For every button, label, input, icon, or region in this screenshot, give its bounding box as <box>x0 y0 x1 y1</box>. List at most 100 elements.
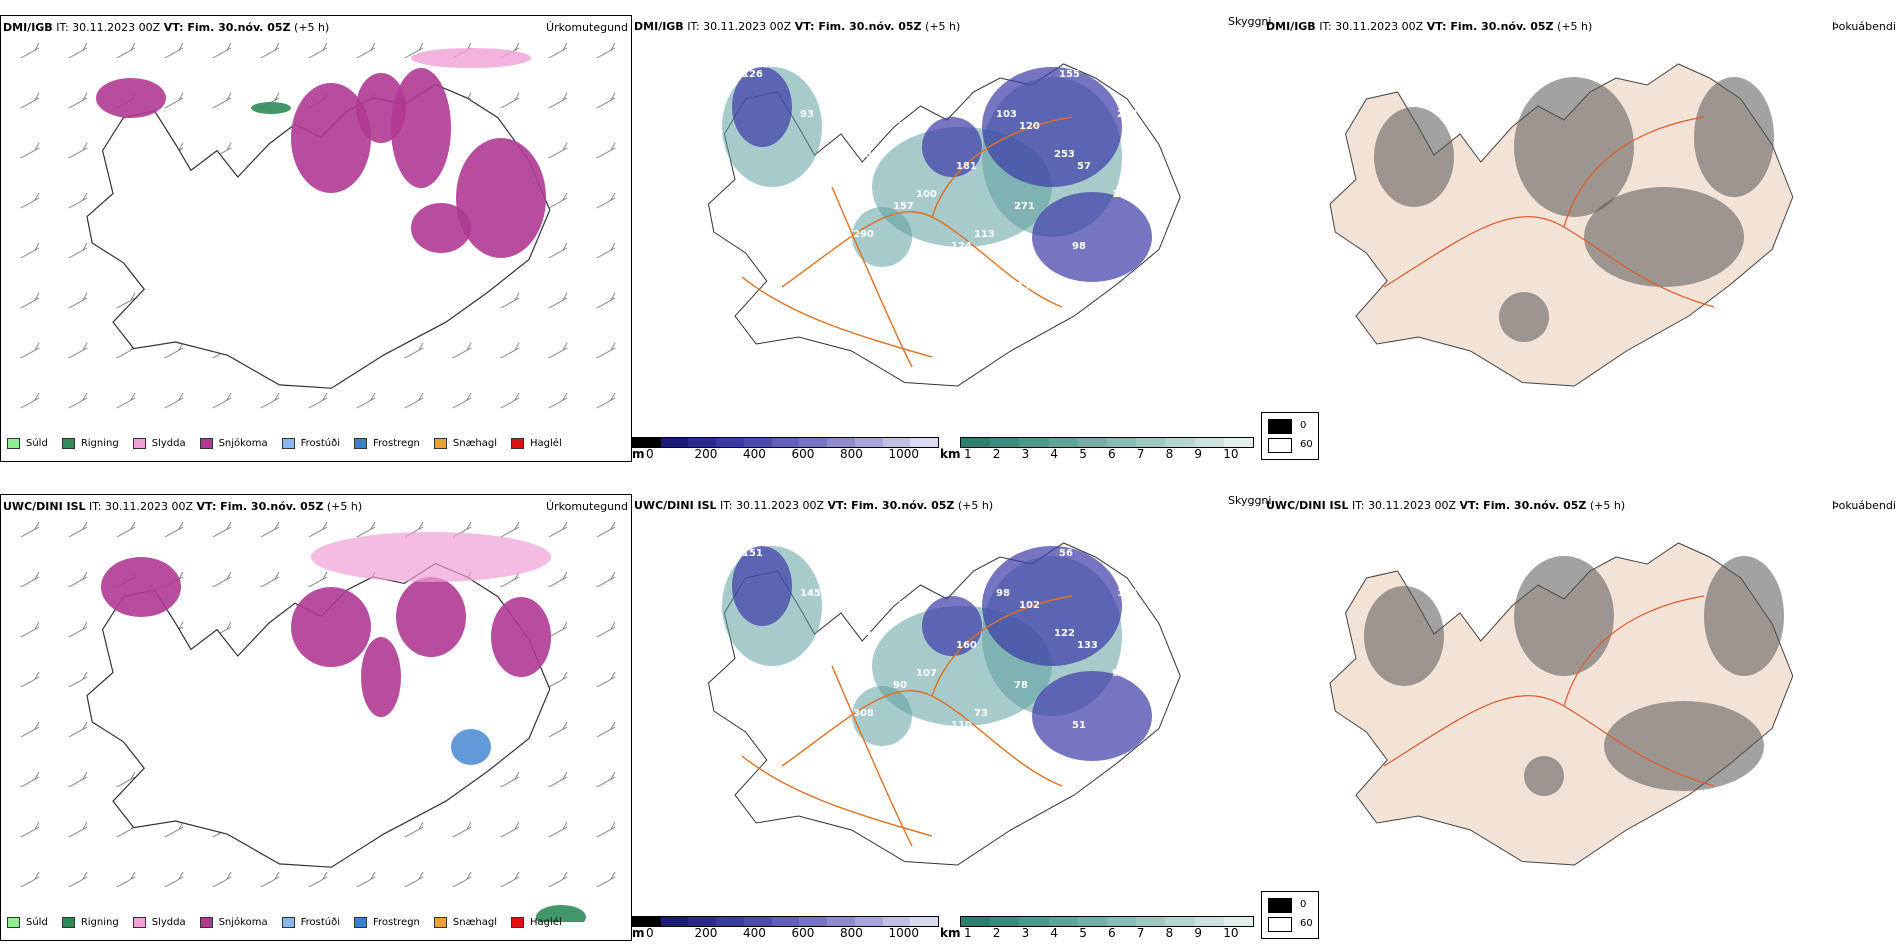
wind-barb <box>452 392 472 409</box>
wind-barb <box>68 42 88 59</box>
cloud-base-label: 271 <box>1014 201 1035 212</box>
wind-barb <box>68 871 88 888</box>
wind-barb <box>20 42 40 59</box>
wind-barb <box>596 342 616 359</box>
legend-item: Slydda <box>132 917 186 928</box>
legend-label: Slydda <box>151 438 186 449</box>
colorbar-segment <box>743 917 772 926</box>
legend-swatch <box>61 917 75 928</box>
row2-cloudbase-ticks: 0 200 400 600 800 1000 <box>632 926 937 940</box>
wind-barb <box>308 392 328 409</box>
wind-barb <box>164 42 184 59</box>
cloud-base-label: 108 <box>840 81 861 92</box>
colorbar-tick-label: 800 <box>840 447 863 461</box>
colorbar-tick-label: 5 <box>1079 926 1087 940</box>
row1-vis-model: DMI/IGB <box>634 20 684 33</box>
colorbar-segment <box>716 438 744 447</box>
row2-fog-lead: (+5 h) <box>1589 499 1626 512</box>
cloud-base-label: 130 <box>755 720 776 731</box>
low-cloud-area <box>922 596 982 656</box>
cloud-base-label: 171 <box>848 309 869 320</box>
colorbar-segment <box>771 438 800 447</box>
wind-barb <box>164 521 184 538</box>
fog-area <box>1374 107 1454 207</box>
legend-item: Rigning <box>61 917 119 928</box>
cloud-base-label: 157 <box>893 201 914 212</box>
wind-barb <box>548 42 568 59</box>
colorbar-segment <box>1223 917 1254 926</box>
colorbar-tick-label: 1000 <box>888 926 920 940</box>
low-cloud-area <box>1032 192 1152 282</box>
row2-precip-legend: Súld Rigning Slydda Snjókoma Frostúði Frostre… <box>7 917 576 928</box>
wind-barb <box>596 392 616 409</box>
legend-label: Súld <box>26 438 48 449</box>
cloud-base-label: 100 <box>916 189 937 200</box>
cloud-base-label: 69 <box>961 560 975 571</box>
wind-barb <box>500 771 520 788</box>
cloud-base-label: 102 <box>1019 600 1040 611</box>
colorbar-tick-label: 200 <box>694 926 718 940</box>
row2-fog-it-value: 30.11.2023 00Z <box>1368 499 1457 512</box>
row2-cloudbase-unit: m <box>632 926 645 940</box>
row2-vis-header: UWC/DINI ISL IT: 30.11.2023 00Z VT: Fim.… <box>634 499 993 512</box>
colorbar-segment <box>799 917 828 926</box>
row2-fog-vt: VT: Fim. 30.nóv. 05Z <box>1459 499 1587 512</box>
colorbar-tick-label: 9 <box>1194 926 1203 940</box>
wind-barb <box>596 721 616 738</box>
fog-legend-label: 0 <box>1300 420 1307 431</box>
row2-it-value: 30.11.2023 00Z <box>105 500 194 513</box>
legend-swatch <box>61 438 75 449</box>
legend-item: Snæhagl <box>433 917 497 928</box>
legend-label: Rigning <box>80 917 119 928</box>
wind-barb <box>116 292 136 309</box>
wind-barb <box>68 621 88 638</box>
wind-barb <box>500 292 520 309</box>
cloud-base-label: 308 <box>853 708 874 719</box>
cloud-base-label: 290 <box>853 229 874 240</box>
wind-barb <box>500 871 520 888</box>
legend-item: Haglél <box>511 438 562 449</box>
legend-label: Rigning <box>80 438 119 449</box>
wind-barb <box>164 342 184 359</box>
cloud-base-label: 106 <box>1170 229 1191 240</box>
wind-barb <box>164 821 184 838</box>
wind-barb <box>212 871 232 888</box>
snow-area <box>356 73 406 143</box>
colorbar-tick-label: 4 <box>1050 926 1059 940</box>
fog-area <box>1584 187 1744 287</box>
row1-fog-model: DMI/IGB <box>1266 20 1316 33</box>
colorbar-segment <box>1194 438 1224 447</box>
wind-barb <box>548 521 568 538</box>
fog-area <box>1364 586 1444 686</box>
low-cloud-area <box>732 546 792 626</box>
colorbar-segment <box>1019 917 1049 926</box>
cloud-base-label: 431 <box>858 149 879 160</box>
colorbar-tick-label: 8 <box>1165 926 1174 940</box>
colorbar-tick-label: 0 <box>646 926 654 940</box>
wind-barb <box>116 871 136 888</box>
row1-vis-vt: VT: Fim. 30.nóv. 05Z <box>794 20 922 33</box>
wind-barb <box>116 42 136 59</box>
row2-model: UWC/DINI ISL <box>3 500 86 513</box>
cloud-base-label: 156 <box>1157 560 1178 571</box>
snow-area <box>456 138 546 258</box>
low-cloud-area <box>1032 671 1152 761</box>
row2-fog-model: UWC/DINI ISL <box>1266 499 1349 512</box>
cloud-base-label: 153 <box>835 640 856 651</box>
wind-barb <box>260 521 280 538</box>
cloud-base-label: 160 <box>956 640 977 651</box>
legend-label: Frostúði <box>300 438 340 449</box>
snow-area <box>396 577 466 657</box>
cloud-base-label: 155 <box>1059 69 1080 80</box>
cloud-base-label: 160 <box>911 269 932 280</box>
wind-barb <box>20 571 40 588</box>
row2-cloudbase-colorbar <box>632 916 939 927</box>
legend-item: Frostregn <box>354 917 420 928</box>
legend-swatch <box>281 438 295 449</box>
row1-vis-title: Skyggni <box>1228 15 1272 28</box>
snow-area <box>101 557 181 617</box>
legend-item: Frostregn <box>354 438 420 449</box>
row1-precip-map <box>20 42 616 409</box>
colorbar-segment <box>1223 438 1254 447</box>
